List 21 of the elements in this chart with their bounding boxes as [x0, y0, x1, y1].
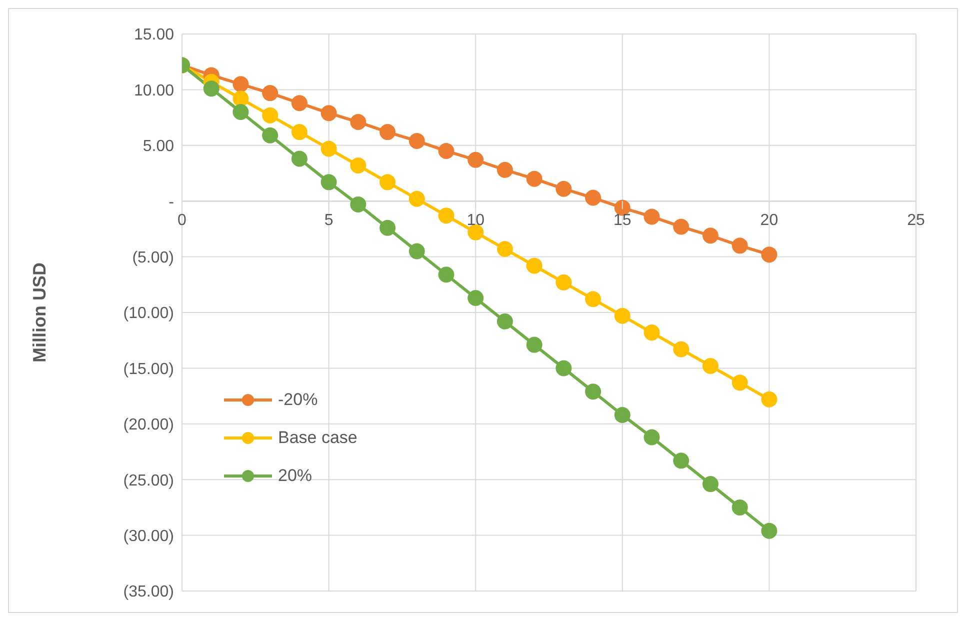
- y-tick-label: -: [168, 194, 174, 211]
- legend-label: -20%: [278, 390, 318, 410]
- y-tick-label: 15.00: [134, 26, 174, 44]
- x-tick-label: 20: [760, 212, 778, 230]
- y-tick-label: (15.00): [123, 360, 174, 378]
- y-tick-label: (10.00): [123, 305, 174, 322]
- y-axis-title: Million USD: [29, 262, 50, 362]
- x-tick-label: 10: [466, 212, 485, 230]
- y-tick-label: 5.00: [142, 138, 174, 156]
- y-tick-label: (5.00): [132, 249, 174, 266]
- y-tick-label: (30.00): [123, 528, 174, 545]
- x-tick-label: 0: [178, 212, 187, 230]
- y-tick-label: 10.00: [134, 82, 174, 100]
- x-tick-label: 25: [907, 212, 925, 230]
- legend-label: Base case: [278, 428, 358, 448]
- y-tick-label: (20.00): [123, 416, 174, 434]
- y-tick-label: (35.00): [123, 584, 174, 601]
- x-tick-label: 15: [614, 212, 632, 230]
- y-tick-label: (25.00): [123, 472, 174, 490]
- legend-label: 20%: [278, 466, 312, 486]
- x-tick-label: 5: [324, 212, 334, 230]
